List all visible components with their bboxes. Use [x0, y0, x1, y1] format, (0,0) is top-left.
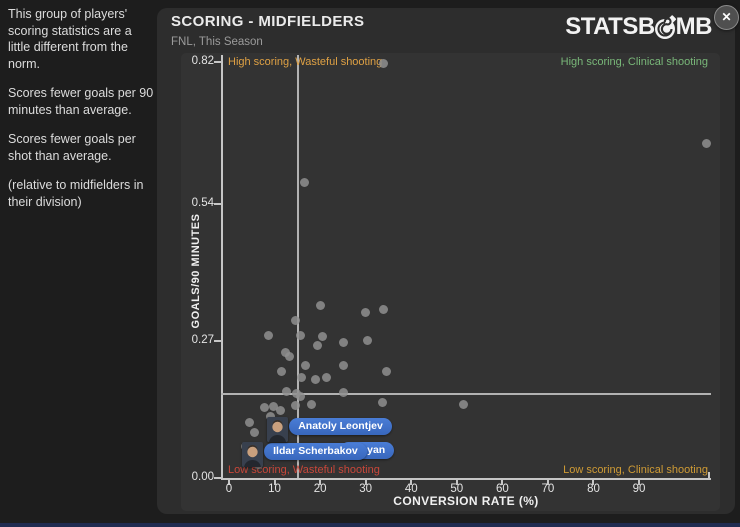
data-point[interactable] [268, 402, 278, 412]
y-axis-tick [214, 340, 221, 343]
data-point[interactable] [381, 367, 391, 377]
data-point[interactable] [260, 403, 270, 413]
x-tick-label: 70 [541, 483, 555, 495]
x-tick-label: 0 [225, 483, 233, 495]
data-point[interactable] [299, 177, 309, 187]
logo-text-right: MB [675, 13, 713, 40]
data-point[interactable] [266, 411, 276, 421]
data-point[interactable] [458, 400, 468, 410]
data-point[interactable] [297, 372, 307, 382]
explanation-paragraph: This group of players' scoring statistic… [8, 7, 132, 71]
data-point[interactable] [277, 367, 287, 377]
y-axis-tick [214, 61, 221, 63]
x-axis-tick [228, 479, 230, 485]
x-axis-tick [455, 479, 458, 485]
x-axis-tick [546, 479, 549, 485]
x-tick-label: 40 [404, 483, 418, 495]
x-axis-tick [273, 479, 276, 485]
y-axis-tick [214, 477, 221, 479]
data-point[interactable] [321, 372, 331, 382]
x-tick-label: 60 [495, 483, 509, 495]
x-axis-end-tick [708, 472, 710, 479]
x-axis-line [221, 478, 711, 480]
data-point[interactable] [360, 307, 370, 317]
data-point[interactable] [263, 331, 273, 341]
x-tick-label: 90 [632, 483, 646, 495]
data-point[interactable] [362, 335, 372, 345]
data-point[interactable] [379, 58, 389, 68]
data-point[interactable] [307, 400, 317, 410]
explanation-paragraph: Scores fewer goals per 90 minutes than a… [8, 86, 154, 117]
data-point[interactable] [300, 361, 310, 371]
bottom-accent-bar [0, 523, 740, 527]
quadrant-label-bottom-right: Low scoring, Clinical shooting [563, 464, 708, 476]
x-axis-title: CONVERSION RATE (%) [393, 494, 539, 508]
data-point[interactable] [339, 337, 349, 347]
y-tick-label: 0.54 [191, 197, 214, 210]
x-tick-label: 50 [450, 483, 464, 495]
y-tick-label: 0.00 [191, 471, 214, 483]
x-axis-tick [319, 479, 322, 485]
logo-text-left: STATSB [565, 13, 655, 40]
x-tick-label: 20 [313, 483, 327, 495]
data-point[interactable] [339, 361, 349, 371]
y-axis-title: GOALS/90 MINUTES [190, 213, 202, 329]
data-point[interactable] [281, 347, 291, 357]
explanation-paragraph: (relative to midfielders in their divisi… [8, 178, 144, 209]
data-point[interactable] [275, 405, 285, 415]
x-tick-label: 30 [359, 483, 373, 495]
explanation-panel: This group of players' scoring statistic… [8, 6, 156, 223]
data-point[interactable] [250, 428, 260, 438]
data-point[interactable] [284, 352, 294, 362]
average-vertical-line [297, 55, 300, 478]
statsbomb-logo: STATSB MB [565, 13, 712, 41]
data-point[interactable] [245, 417, 255, 427]
y-axis-line [221, 55, 223, 479]
data-point[interactable] [379, 304, 389, 314]
data-point[interactable] [291, 316, 301, 326]
data-point[interactable] [339, 388, 349, 398]
data-point[interactable] [282, 387, 292, 397]
x-axis-tick [638, 479, 641, 485]
player-avatar[interactable] [267, 416, 289, 442]
x-axis-tick [592, 479, 595, 485]
x-axis-tick [364, 479, 367, 485]
player-label-pill[interactable]: Ildar Scherbakov [264, 442, 367, 460]
bomb-icon [654, 15, 676, 39]
page-subtitle: FNL, This Season [171, 36, 263, 48]
player-avatar[interactable] [242, 441, 264, 467]
quadrant-label-top-left: High scoring, Wasteful shooting [228, 56, 383, 68]
data-point[interactable] [290, 401, 300, 411]
quadrant-label-top-right: High scoring, Clinical shooting [560, 56, 708, 68]
y-tick-label: 0.82 [191, 55, 214, 67]
data-point[interactable] [378, 398, 388, 408]
x-axis-tick [410, 479, 413, 485]
data-point[interactable] [310, 374, 320, 384]
y-tick-label: 0.27 [191, 334, 214, 347]
y-axis-tick [214, 203, 221, 206]
data-point[interactable] [318, 332, 328, 342]
close-button[interactable]: ✕ [714, 5, 739, 30]
data-point[interactable] [295, 331, 305, 341]
data-point[interactable] [313, 340, 323, 350]
data-point[interactable] [701, 138, 711, 148]
page-title: SCORING - MIDFIELDERS [171, 13, 365, 30]
player-label-pill[interactable]: Anatoly Leontjev [289, 417, 392, 435]
x-tick-label: 10 [268, 483, 281, 495]
quadrant-label-bottom-left: Low scoring, Wasteful shooting [228, 464, 380, 476]
data-point[interactable] [295, 392, 305, 402]
x-tick-label: 80 [587, 483, 600, 495]
explanation-paragraph: Scores fewer goals per shot than average… [8, 132, 136, 163]
average-horizontal-line [221, 392, 711, 395]
data-point[interactable] [315, 300, 325, 310]
x-axis-tick [501, 479, 504, 485]
